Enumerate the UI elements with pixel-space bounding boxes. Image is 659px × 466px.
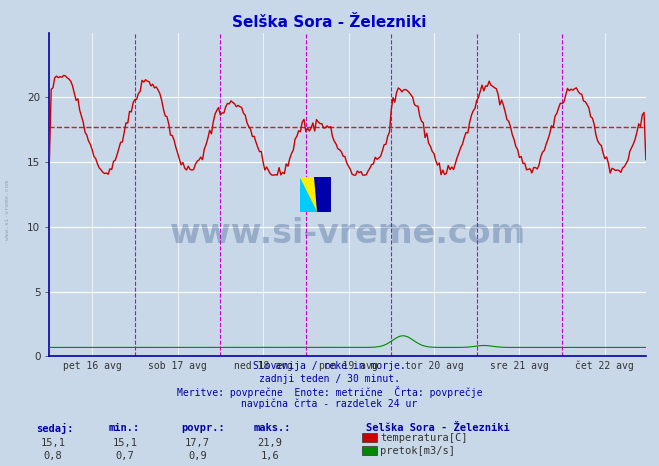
Text: navpična črta - razdelek 24 ur: navpična črta - razdelek 24 ur [241,399,418,410]
Text: pretok[m3/s]: pretok[m3/s] [380,446,455,456]
Text: 17,7: 17,7 [185,438,210,448]
Text: sedaj:: sedaj: [36,423,74,434]
Text: povpr.:: povpr.: [181,423,225,433]
Text: zadnji teden / 30 minut.: zadnji teden / 30 minut. [259,374,400,384]
Text: 0,9: 0,9 [188,451,207,461]
Polygon shape [300,177,317,212]
Text: www.si-vreme.com: www.si-vreme.com [169,217,526,250]
Text: www.si-vreme.com: www.si-vreme.com [5,180,11,240]
Text: 15,1: 15,1 [113,438,138,448]
Text: Selška Sora - Železniki: Selška Sora - Železniki [233,15,426,30]
Text: 1,6: 1,6 [261,451,279,461]
Text: maks.:: maks.: [254,423,291,433]
Text: 15,1: 15,1 [40,438,65,448]
Text: 21,9: 21,9 [258,438,283,448]
Text: Meritve: povprečne  Enote: metrične  Črta: povprečje: Meritve: povprečne Enote: metrične Črta:… [177,386,482,398]
Text: temperatura[C]: temperatura[C] [380,433,468,443]
Text: Selška Sora - Železniki: Selška Sora - Železniki [366,423,509,433]
Polygon shape [314,177,331,212]
Text: min.:: min.: [109,423,140,433]
Text: 0,7: 0,7 [116,451,134,461]
Text: 0,8: 0,8 [43,451,62,461]
Text: Slovenija / reke in morje.: Slovenija / reke in morje. [253,361,406,371]
